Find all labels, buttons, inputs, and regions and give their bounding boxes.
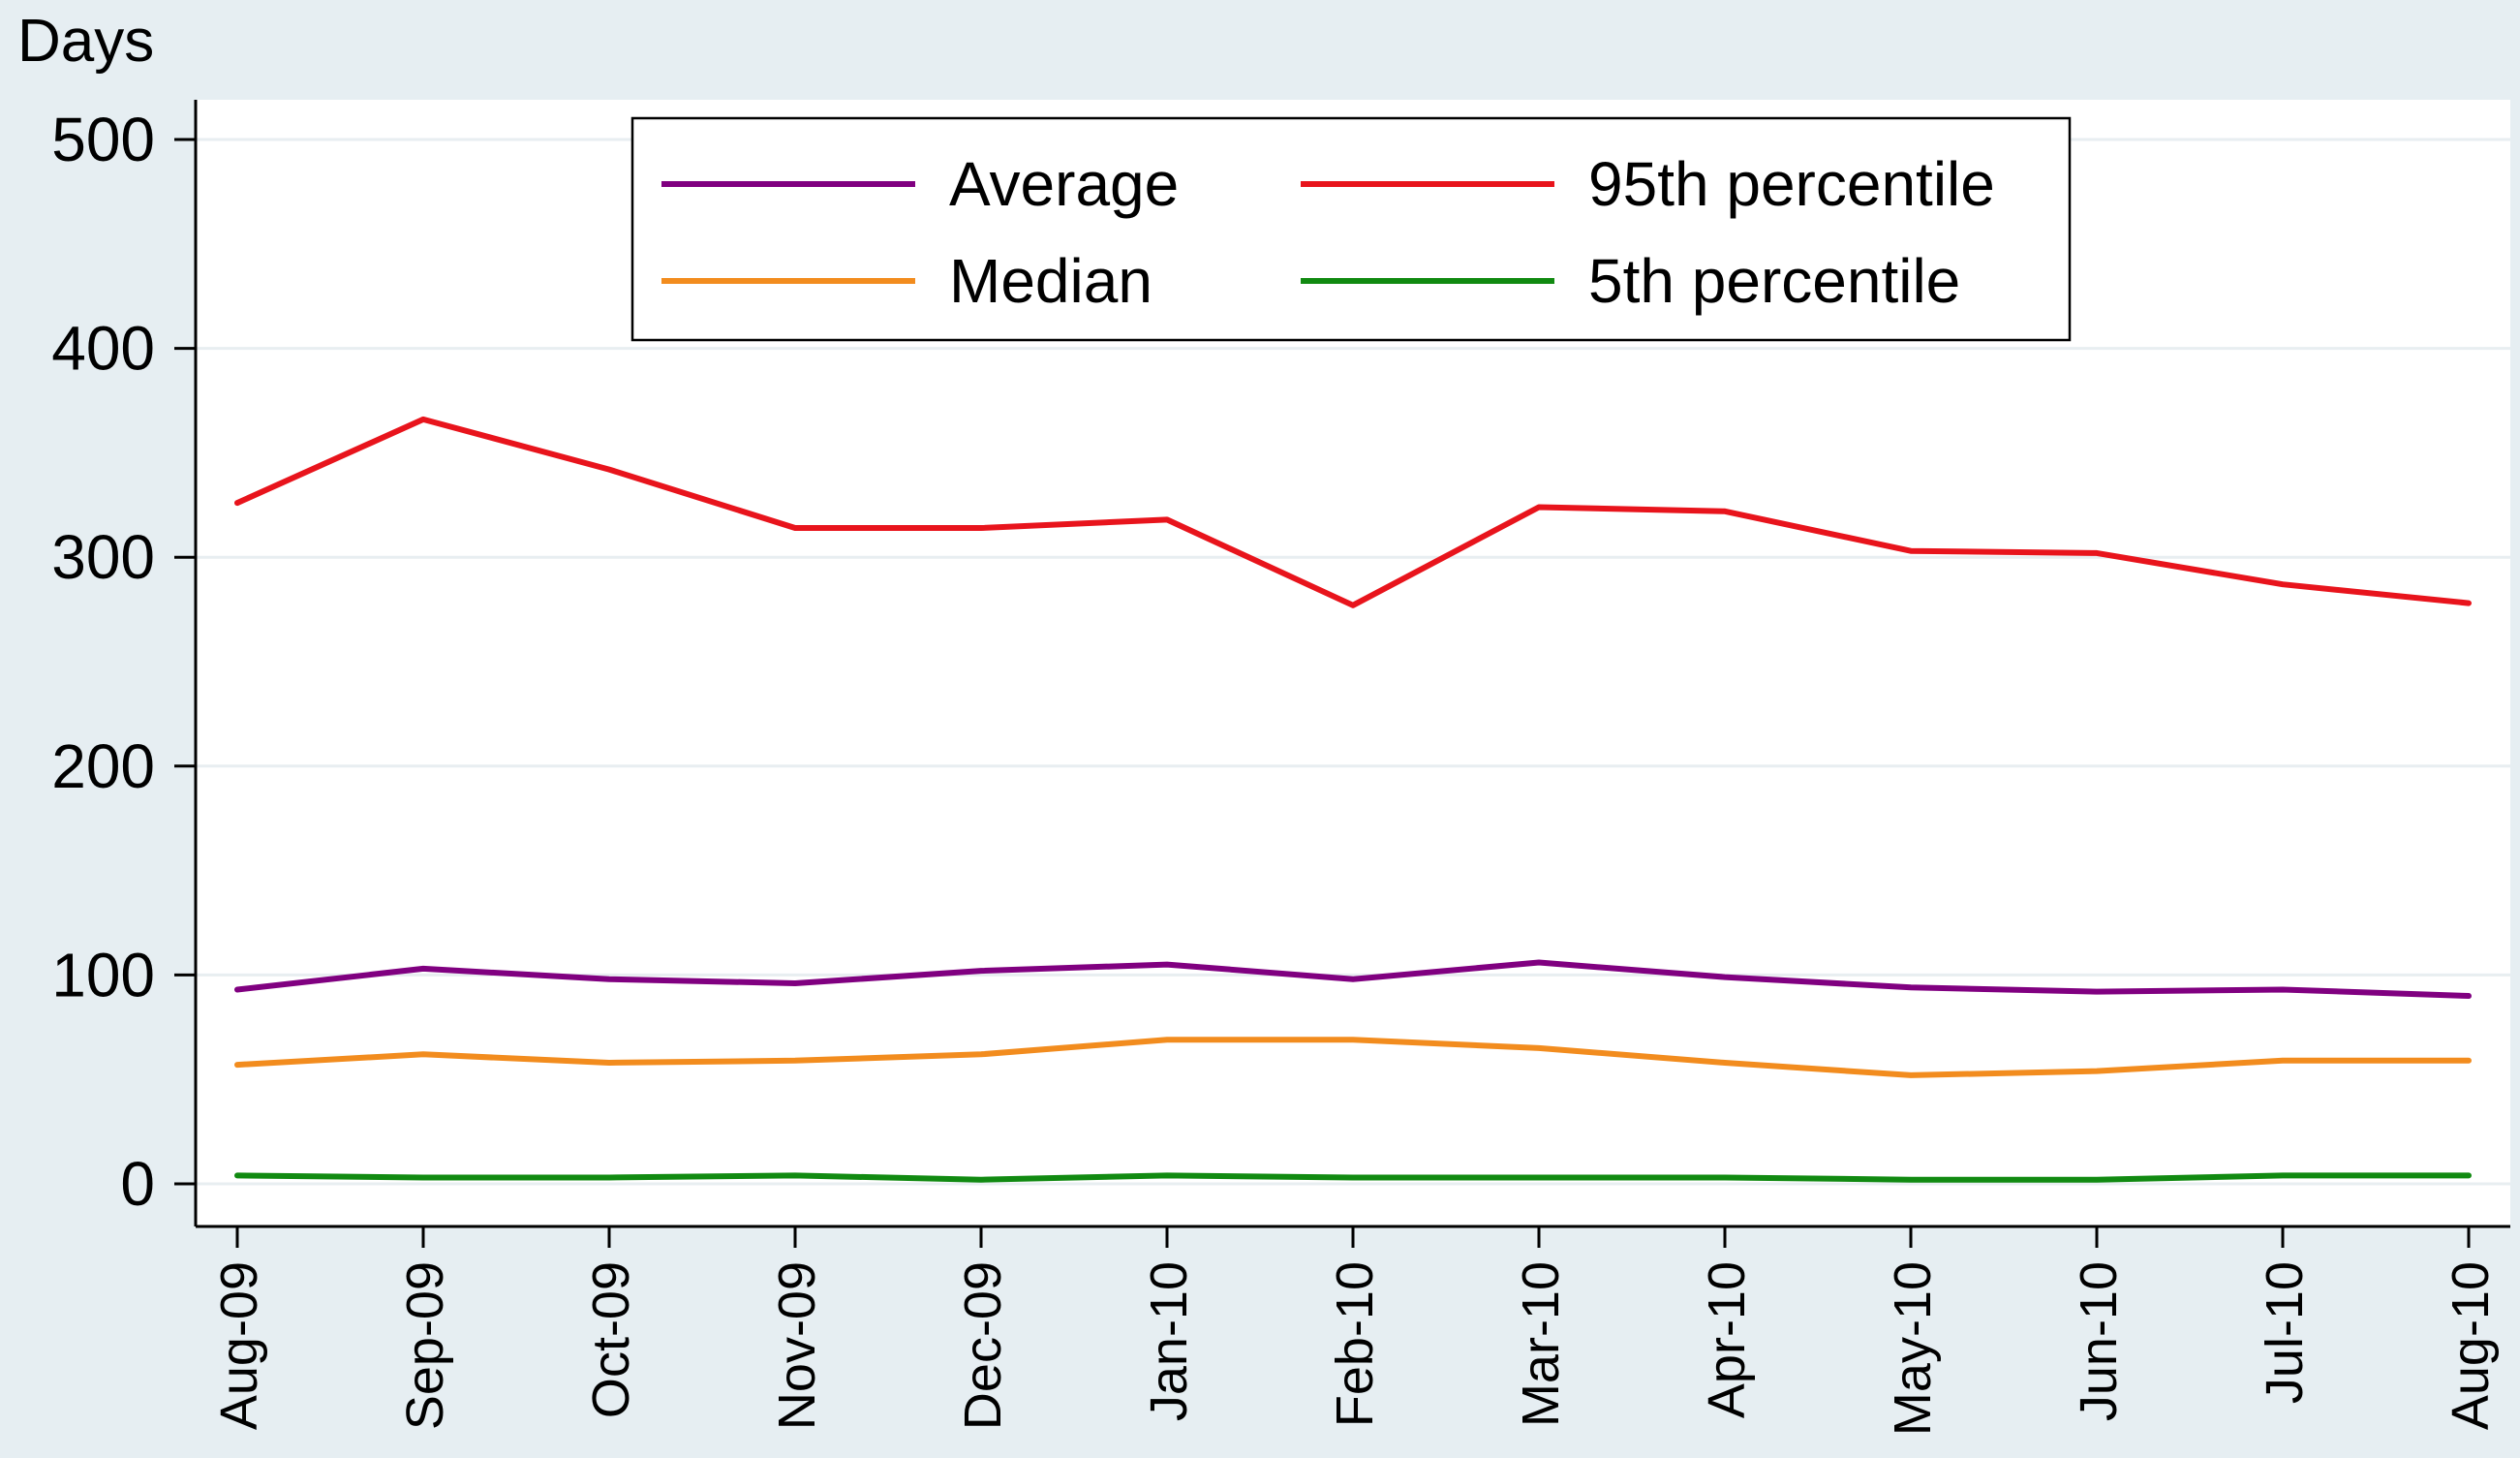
x-tick-label: Jul-10 (2256, 1261, 2314, 1404)
x-tick-label: Nov-09 (768, 1261, 826, 1430)
legend: Average 95th percentile Median 5th percenti… (630, 116, 2072, 342)
y-axis-ticks: 0 100 200 300 400 500 (51, 105, 196, 1219)
series-line-median (234, 1037, 2472, 1078)
y-tick-label: 300 (51, 522, 155, 592)
x-tick-label: Sep-09 (396, 1261, 454, 1430)
y-tick-label: 500 (51, 105, 155, 174)
y-tick-label: 400 (51, 314, 155, 384)
legend-label: 95th percentile (1588, 149, 1995, 219)
legend-label: 5th percentile (1588, 246, 1960, 316)
series-line-average (234, 959, 2472, 999)
y-tick-label: 100 (51, 940, 155, 1009)
y-tick-label: 200 (51, 731, 155, 801)
legend-box (630, 116, 2072, 342)
legend-items: Average 95th percentile Median 5th percenti… (661, 149, 1995, 316)
x-tick-label: Aug-09 (210, 1261, 268, 1430)
x-tick-label: Dec-09 (954, 1261, 1012, 1430)
series-line-95th-percentile (234, 416, 2472, 608)
legend-label: Median (949, 246, 1152, 316)
y-tick-label: 0 (120, 1149, 155, 1219)
x-tick-label: Mar-10 (1512, 1261, 1570, 1427)
y-axis-title: Days (17, 8, 154, 75)
series-lines (234, 416, 2472, 1183)
x-tick-label: Apr-10 (1698, 1261, 1756, 1418)
x-tick-label: Oct-09 (582, 1261, 640, 1418)
x-tick-label: Jun-10 (2070, 1261, 2128, 1421)
legend-label: Average (949, 149, 1179, 219)
x-tick-label: Jan-10 (1140, 1261, 1198, 1421)
x-axis-ticks: Aug-09 Sep-09 Oct-09 Nov-09 Dec-09 Jan-10 Feb-… (210, 1226, 2500, 1436)
x-tick-label: May-10 (1884, 1261, 1942, 1436)
x-tick-label: Aug-10 (2442, 1261, 2500, 1430)
x-tick-label: Feb-10 (1326, 1261, 1384, 1427)
series-line-5th-percentile (234, 1172, 2472, 1183)
